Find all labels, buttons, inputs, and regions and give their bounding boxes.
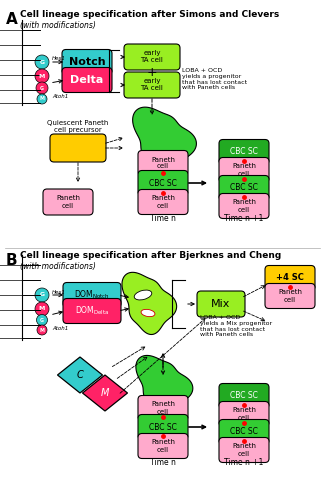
Text: Cell lineage specification after Bjerknes and Cheng: Cell lineage specification after Bjerkne… — [20, 251, 281, 260]
Text: G: G — [40, 318, 44, 322]
FancyBboxPatch shape — [219, 176, 269, 201]
Text: early
TA cell: early TA cell — [140, 50, 163, 64]
Text: G: G — [40, 86, 44, 90]
Text: Paneth
cell: Paneth cell — [232, 408, 256, 420]
FancyBboxPatch shape — [43, 189, 93, 215]
Text: +: + — [147, 66, 157, 78]
FancyBboxPatch shape — [124, 44, 180, 70]
FancyBboxPatch shape — [138, 150, 188, 176]
Polygon shape — [136, 356, 193, 416]
FancyBboxPatch shape — [265, 284, 315, 308]
Circle shape — [36, 82, 48, 94]
FancyBboxPatch shape — [219, 140, 269, 164]
Text: Paneth
cell: Paneth cell — [151, 196, 175, 208]
Ellipse shape — [141, 310, 155, 316]
Text: CBC SC: CBC SC — [149, 422, 177, 432]
Text: DOM$_{\mathregular{Notch}}$: DOM$_{\mathregular{Notch}}$ — [74, 289, 110, 301]
Text: M: M — [101, 388, 109, 398]
Text: Paneth
cell: Paneth cell — [232, 164, 256, 176]
Text: early
TA cell: early TA cell — [140, 78, 163, 92]
Text: LOBA + OCD
yields a progenitor
that has lost contact
with Paneth cells: LOBA + OCD yields a progenitor that has … — [182, 68, 247, 90]
Circle shape — [35, 288, 49, 302]
Text: A: A — [6, 12, 18, 27]
Ellipse shape — [134, 290, 152, 300]
Text: CBC SC: CBC SC — [149, 178, 177, 188]
Text: CBC SC: CBC SC — [230, 148, 258, 156]
Circle shape — [35, 55, 49, 69]
Text: Hes1: Hes1 — [52, 290, 66, 294]
Polygon shape — [58, 357, 102, 393]
Text: Paneth
cell: Paneth cell — [232, 444, 256, 456]
Text: Paneth
cell: Paneth cell — [151, 440, 175, 452]
Text: +4 SC: +4 SC — [276, 274, 304, 282]
Text: Atoh1: Atoh1 — [52, 326, 68, 330]
Text: Time n +1: Time n +1 — [224, 458, 264, 467]
Text: CBC SC: CBC SC — [230, 392, 258, 400]
FancyBboxPatch shape — [138, 434, 188, 458]
Polygon shape — [83, 375, 127, 411]
Text: Time n +1: Time n +1 — [224, 214, 264, 223]
FancyBboxPatch shape — [219, 194, 269, 218]
Text: DOM$_{\mathregular{Delta}}$: DOM$_{\mathregular{Delta}}$ — [75, 304, 109, 318]
Text: (with modifications): (with modifications) — [20, 262, 96, 271]
Text: Mix: Mix — [211, 299, 231, 309]
FancyBboxPatch shape — [62, 50, 112, 74]
Circle shape — [37, 94, 47, 104]
Text: Paneth
cell: Paneth cell — [151, 156, 175, 170]
Circle shape — [36, 314, 47, 326]
Text: M: M — [40, 96, 45, 102]
FancyBboxPatch shape — [124, 72, 180, 98]
Text: Cell lineage specification after Simons and Clevers: Cell lineage specification after Simons … — [20, 10, 279, 19]
Text: C: C — [77, 370, 84, 380]
FancyBboxPatch shape — [138, 190, 188, 214]
FancyBboxPatch shape — [63, 298, 121, 324]
Polygon shape — [122, 272, 176, 334]
Text: Paneth
cell: Paneth cell — [151, 402, 175, 414]
Text: Notch: Notch — [69, 57, 105, 67]
Text: Delta: Delta — [71, 75, 104, 85]
Text: M: M — [40, 328, 45, 332]
Text: Time n: Time n — [150, 458, 176, 467]
FancyBboxPatch shape — [219, 438, 269, 462]
FancyBboxPatch shape — [197, 291, 245, 317]
Text: G: G — [39, 292, 45, 298]
Text: (with modifications): (with modifications) — [20, 21, 96, 30]
FancyBboxPatch shape — [138, 414, 188, 440]
Text: CBC SC: CBC SC — [230, 184, 258, 192]
FancyBboxPatch shape — [63, 282, 121, 308]
Circle shape — [37, 325, 47, 335]
Text: G: G — [39, 60, 45, 64]
Text: Hes1: Hes1 — [52, 56, 66, 62]
Text: Paneth
cell: Paneth cell — [278, 290, 302, 302]
Text: Paneth
cell: Paneth cell — [56, 196, 80, 208]
Text: Paneth
cell: Paneth cell — [232, 200, 256, 212]
Text: CBC SC: CBC SC — [230, 428, 258, 436]
Text: B: B — [6, 253, 18, 268]
FancyBboxPatch shape — [50, 134, 106, 162]
Text: Atoh1: Atoh1 — [52, 94, 68, 98]
Text: Time n: Time n — [150, 214, 176, 223]
Text: M: M — [39, 306, 45, 312]
FancyBboxPatch shape — [138, 170, 188, 196]
Text: M: M — [39, 74, 45, 78]
FancyBboxPatch shape — [219, 158, 269, 182]
FancyBboxPatch shape — [62, 68, 112, 92]
Text: LOBA + OCD
yields a Mix progenitor
that has lost contact
with Paneth cells: LOBA + OCD yields a Mix progenitor that … — [200, 315, 272, 338]
Polygon shape — [133, 107, 196, 174]
Circle shape — [35, 69, 49, 83]
FancyBboxPatch shape — [138, 396, 188, 420]
Text: Quiescent Paneth
cell precursor: Quiescent Paneth cell precursor — [47, 120, 109, 133]
FancyBboxPatch shape — [219, 384, 269, 408]
Circle shape — [35, 302, 49, 316]
FancyBboxPatch shape — [265, 266, 315, 290]
FancyBboxPatch shape — [219, 420, 269, 444]
FancyBboxPatch shape — [219, 402, 269, 426]
